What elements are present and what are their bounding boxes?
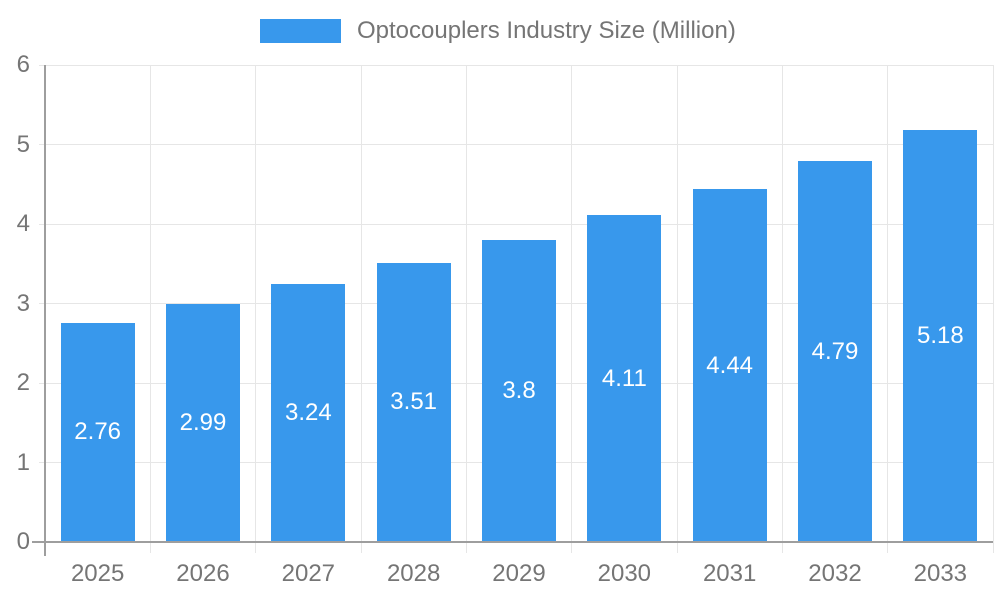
y-tick-label: 1 [16,448,30,476]
y-tick-label: 6 [16,51,30,78]
bar-value-label: 3.24 [284,399,332,427]
x-tick-label: 2033 [913,560,968,587]
bar-value-label: 4.44 [706,351,754,379]
gridline-v [781,65,783,553]
bar-value-label: 4.11 [601,364,647,392]
gridline-v [360,65,362,553]
bar-value-label: 2.99 [179,409,227,437]
x-tick-label: 2032 [808,560,862,587]
gridline-h [39,223,993,225]
bar: 2.76 [60,322,135,542]
gridline-v [992,65,994,553]
bar: 4.44 [692,189,767,542]
x-tick-label: 2030 [597,560,652,587]
x-tick-label: 2027 [281,560,336,587]
x-tick-label: 2025 [70,560,125,587]
gridline-v [887,65,889,553]
gridline-h [39,64,993,66]
chart-legend: Optocouplers Industry Size (Million) [260,17,736,45]
x-tick-label: 2026 [176,560,230,587]
y-tick-label: 5 [16,130,30,158]
gridline-v [255,65,257,553]
bar: 4.11 [587,215,662,542]
bar-value-label: 2.76 [74,418,122,446]
bar: 3.51 [376,262,451,542]
y-tick-label: 2 [16,369,30,396]
bar-value-label: 3.8 [502,376,536,404]
x-tick-label: 2029 [492,560,546,587]
y-tick-label: 3 [16,289,30,317]
legend-label: Optocouplers Industry Size (Million) [357,17,736,44]
gridline-v [676,65,678,553]
y-axis-line [44,65,46,556]
gridline-v [571,65,573,553]
bar-value-label: 3.51 [390,388,438,416]
bar: 4.79 [798,161,872,542]
legend-swatch [260,19,341,43]
x-tick-label: 2028 [386,560,441,587]
bar: 3.8 [482,239,556,542]
y-tick-label: 0 [16,528,30,555]
y-tick-label: 4 [16,210,30,237]
x-tick-label: 2031 [702,560,757,587]
bar: 3.24 [271,284,346,542]
gridline-v [465,65,467,553]
bar-value-label: 4.79 [811,337,859,365]
bar-value-label: 5.18 [916,322,964,350]
bar: 5.18 [903,130,978,542]
gridline-v [149,65,151,553]
x-axis-line [32,541,993,543]
bar: 2.99 [166,304,240,542]
gridline-h [39,144,993,145]
